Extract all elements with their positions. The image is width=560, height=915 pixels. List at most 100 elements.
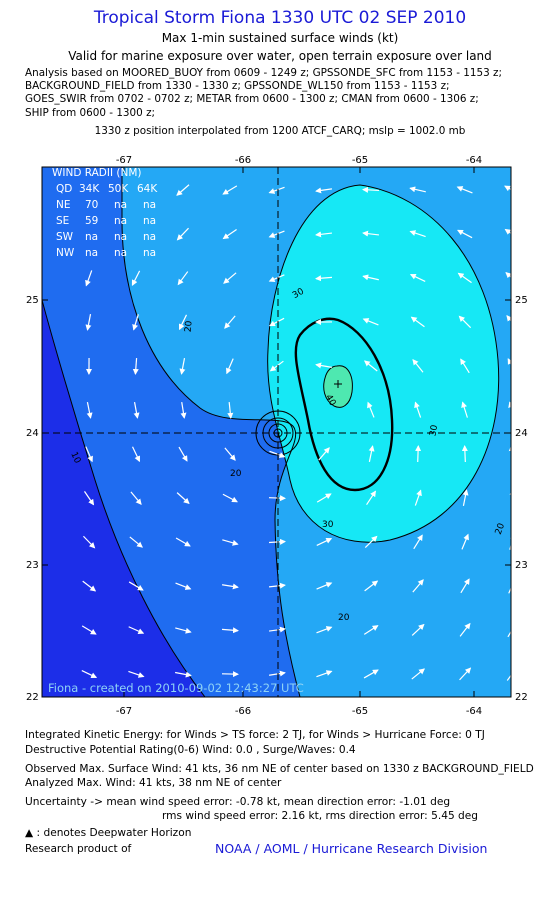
analysis-line: SHIP from 0600 - 1300 z;: [25, 106, 156, 119]
wind-arrow: [462, 489, 469, 506]
wind-arrow: [315, 231, 333, 238]
wind-arrow: [459, 622, 471, 637]
contour-label: 30: [428, 424, 440, 437]
wind-arrow: [316, 626, 333, 634]
wind-arrow: [128, 581, 144, 591]
wind-arrow: [362, 186, 380, 193]
wind-arrow: [504, 185, 511, 192]
wind-arrow: [222, 583, 239, 590]
wind-arrow: [368, 445, 375, 462]
wind-radii-cell: na: [114, 199, 127, 211]
creation-credit: Fiona - created on 2010-09-02 12:43:27 U…: [48, 681, 304, 695]
wind-arrow: [459, 667, 472, 681]
map-subtitle: Max 1-min sustained surface winds (kt): [161, 31, 399, 45]
wind-arrow: [507, 358, 511, 366]
wind-arrow: [460, 358, 470, 374]
wind-radii-header: QD: [56, 183, 72, 195]
wind-arrow: [316, 670, 333, 678]
wind-arrow: [128, 626, 145, 634]
research-label: Research product of: [25, 843, 132, 855]
wind-arrow: [222, 228, 237, 240]
wind-arrow: [411, 668, 425, 680]
wind-arrow: [85, 446, 93, 463]
wind-arrow: [508, 577, 511, 594]
observed-max-line: Observed Max. Surface Wind: 41 kts, 36 n…: [25, 763, 534, 775]
uncertainty-line-1: Uncertainty -> mean wind speed error: -0…: [25, 796, 451, 808]
wind-radii-header: 64K: [137, 183, 158, 195]
lon-label-bottom: -64: [466, 706, 482, 717]
contour-35: [294, 317, 394, 492]
wind-arrow: [222, 493, 238, 503]
wind-arrow: [364, 580, 379, 592]
wind-arrow: [409, 273, 426, 283]
wind-arrow: [175, 627, 192, 634]
wind-arrow: [175, 671, 192, 678]
wind-radii-cell: na: [143, 199, 156, 211]
wind-arrow: [176, 227, 189, 241]
wind-radii-table: WIND RADII (NM) QD 34K 50K 64K NE 70 na …: [52, 167, 158, 259]
wind-arrow: [413, 534, 423, 550]
wind-arrow: [363, 625, 379, 635]
wind-arrow: [315, 275, 333, 282]
wind-radii-cell: NE: [56, 199, 71, 211]
wind-radii-header: 34K: [79, 183, 100, 195]
wind-arrow: [129, 536, 143, 548]
position-note: 1330 z position interpolated from 1200 A…: [94, 125, 466, 137]
analyzed-max-line: Analyzed Max. Wind: 41 kts, 38 nm NE of …: [25, 777, 282, 789]
lon-label-top: -66: [235, 155, 251, 166]
map-frame: [41, 166, 512, 698]
org-link[interactable]: NOAA / AOML / Hurricane Research Divisio…: [215, 841, 488, 856]
wind-arrow: [131, 446, 141, 463]
wind-arrow: [461, 401, 468, 418]
wind-arrow: [505, 271, 511, 279]
wind-arrow: [175, 537, 191, 547]
lat-label-left: 23: [26, 560, 39, 571]
wind-field-map: 10 20 20 20 20 30 30 30 40 -67 -66 -65 -…: [26, 155, 528, 717]
wind-arrow: [457, 229, 473, 239]
wind-radii-cell: SW: [56, 231, 74, 243]
wind-contours: [42, 167, 511, 697]
wind-arrow: [363, 360, 378, 372]
wind-arrow: [367, 401, 375, 418]
wind-arrow: [506, 314, 511, 322]
wind-radii-cell: na: [114, 215, 127, 227]
wind-arrow: [508, 445, 511, 452]
wind-arrow: [268, 186, 285, 194]
wind-radii-cell: 59: [85, 215, 98, 227]
deepwater-legend: ▲ : denotes Deepwater Horizon: [25, 827, 191, 839]
contour-10: [42, 299, 206, 697]
dpr-line: Destructive Potential Rating(0-6) Wind: …: [25, 744, 356, 756]
wind-arrow: [83, 491, 95, 506]
wind-arrow: [318, 447, 330, 461]
wind-arrow: [362, 274, 379, 281]
wind-radii-cell: na: [143, 215, 156, 227]
wind-arrow: [224, 447, 236, 461]
contour-label: 30: [322, 520, 334, 530]
contour-label: 20: [184, 320, 195, 333]
wind-arrow: [176, 492, 190, 505]
wind-arrow: [175, 582, 192, 590]
uncertainty-line-2: rms wind speed error: 2.16 kt, rms direc…: [162, 810, 479, 822]
contour-30: [267, 184, 500, 543]
wind-arrow: [362, 318, 379, 326]
wind-arrow: [178, 314, 188, 331]
contour-40: [323, 365, 353, 408]
wind-arrow: [315, 362, 332, 369]
wind-arrow: [412, 579, 424, 593]
wind-arrow: [176, 184, 190, 196]
wind-arrow: [414, 401, 422, 418]
contour-lines: [42, 167, 500, 697]
wind-arrow: [82, 580, 97, 592]
lat-label-left: 25: [26, 295, 39, 306]
wind-arrow: [458, 315, 472, 329]
wind-arrow: [269, 450, 286, 458]
wind-radii-cell: na: [114, 231, 127, 243]
triangle-icon: ▲: [25, 827, 34, 839]
wind-arrow: [457, 272, 472, 284]
wind-arrow: [268, 274, 285, 282]
wind-arrow: [507, 622, 511, 638]
wind-arrow: [81, 625, 97, 635]
lon-label-top: -67: [116, 155, 132, 166]
lon-label-bottom: -66: [235, 706, 251, 717]
wind-radii-cell: na: [143, 231, 156, 243]
